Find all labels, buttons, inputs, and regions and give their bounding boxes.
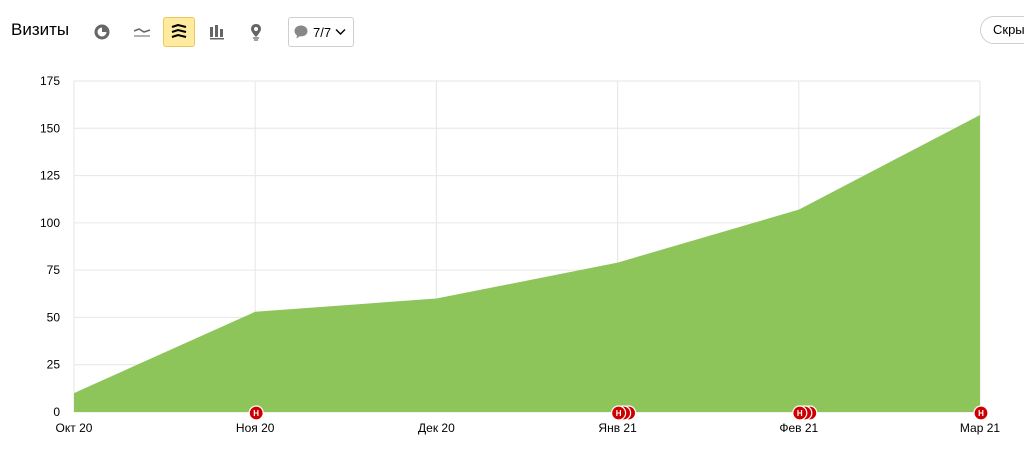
area-chart-button[interactable] xyxy=(163,17,195,47)
line-chart-icon xyxy=(133,28,151,37)
note-marker[interactable]: Н xyxy=(792,405,818,421)
x-tick-label: Ноя 20 xyxy=(236,421,275,435)
y-tick-label: 25 xyxy=(47,358,61,372)
y-tick-label: 150 xyxy=(40,121,60,135)
bar-chart-button[interactable] xyxy=(201,17,233,47)
y-tick-label: 0 xyxy=(53,405,60,419)
note-marker-circle xyxy=(792,405,808,421)
notes-filter-button[interactable]: 7/7 xyxy=(288,17,354,47)
y-tick-label: 100 xyxy=(40,216,60,230)
x-tick-label: Мар 21 xyxy=(960,421,1000,435)
area-chart-icon xyxy=(171,24,187,38)
y-tick-label: 125 xyxy=(40,169,60,183)
line-chart-button[interactable] xyxy=(126,17,158,47)
notes-count: 7/7 xyxy=(313,24,332,40)
note-marker-circle xyxy=(973,405,989,421)
visits-area-chart: 0 25 50 75 100 125 150 175 Окт 20 Ноя 20 Дек 20 Ян… xyxy=(40,74,1001,435)
y-tick-label: 50 xyxy=(47,310,61,324)
report-title: Визиты xyxy=(11,20,70,39)
pie-chart-button[interactable] xyxy=(86,17,118,47)
x-tick-label: Янв 21 xyxy=(598,421,637,435)
bar-chart-icon xyxy=(210,25,224,40)
note-marker-label: Н xyxy=(253,409,259,418)
note-marker-circle xyxy=(248,405,264,421)
hide-chart-button[interactable]: Скрыть xyxy=(980,16,1024,44)
y-tick-label: 175 xyxy=(40,74,60,88)
note-marker-circle xyxy=(610,405,627,421)
x-tick-label: Фев 21 xyxy=(779,421,818,435)
note-marker-label: Н xyxy=(616,409,622,418)
area-series xyxy=(74,115,980,412)
comment-icon xyxy=(294,25,308,39)
pie-chart-icon xyxy=(94,24,110,40)
chart-area-series xyxy=(73,114,981,412)
y-axis-ticks: 0 25 50 75 100 125 150 175 xyxy=(40,74,60,419)
x-axis-ticks: Окт 20 Ноя 20 Дек 20 Янв 21 Фев 21 Мар 21 xyxy=(56,421,1001,435)
x-tick-label: Дек 20 xyxy=(418,421,455,435)
x-tick-label: Окт 20 xyxy=(56,421,93,435)
chevron-down-icon xyxy=(335,29,346,35)
map-icon xyxy=(251,24,261,41)
note-marker[interactable]: Н xyxy=(610,405,637,421)
note-marker-label: Н xyxy=(978,409,984,418)
note-marker[interactable]: Н xyxy=(248,405,264,421)
map-button[interactable] xyxy=(240,17,272,47)
y-tick-label: 75 xyxy=(47,263,61,277)
note-marker[interactable]: Н xyxy=(973,405,989,421)
note-marker-label: Н xyxy=(797,409,803,418)
report-toolbar: Визиты xyxy=(0,0,1024,64)
